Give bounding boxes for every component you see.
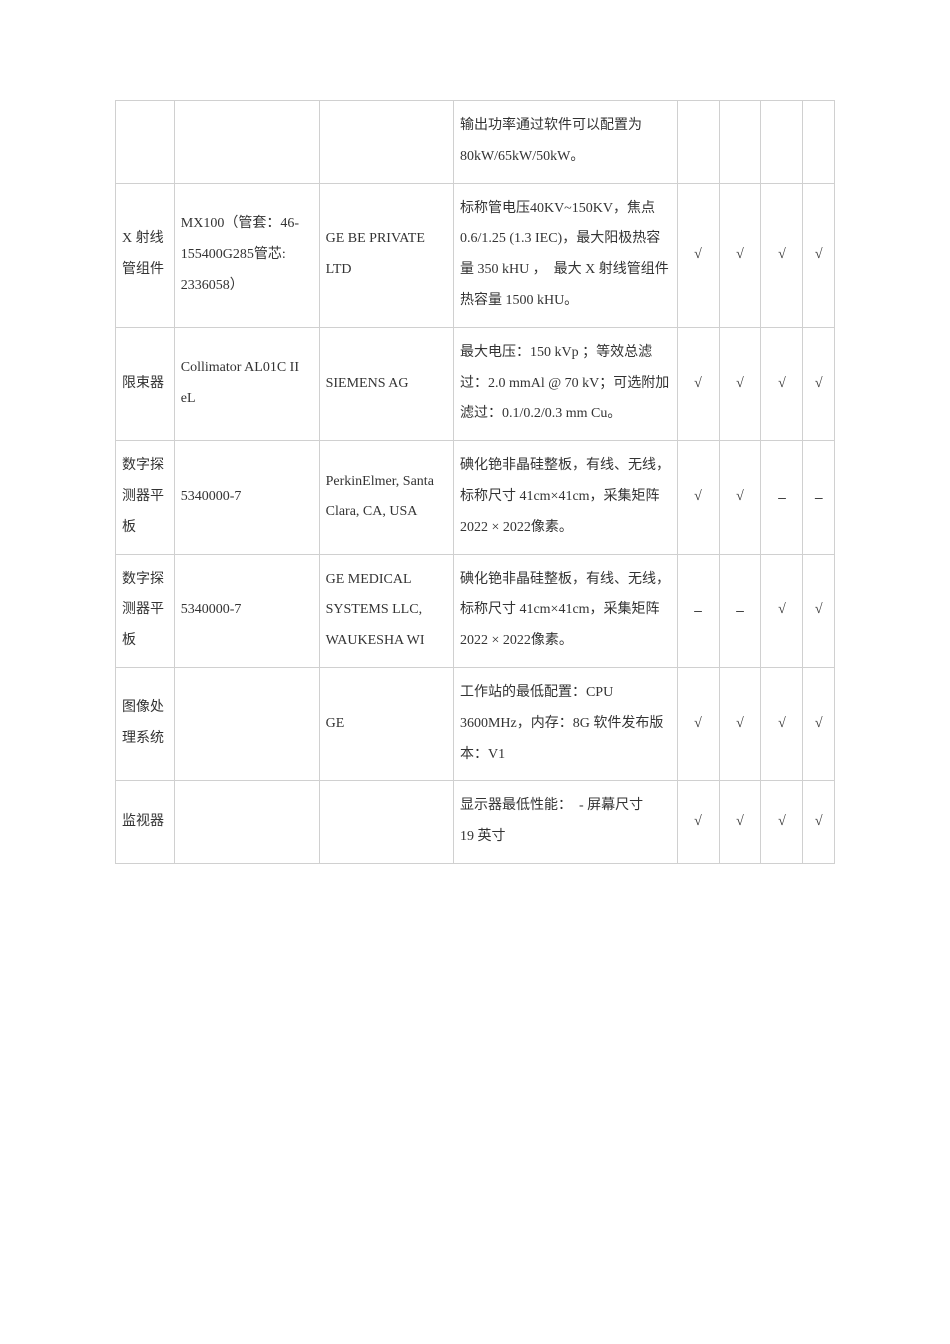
cell-mark-2: √ [719, 327, 761, 440]
cell-component: 数字探测器平板 [116, 554, 175, 667]
table-row: 输出功率通过软件可以配置为80kW/65kW/50kW。 [116, 101, 835, 184]
cell-manufacturer: SIEMENS AG [319, 327, 453, 440]
cell-mark-1: – [677, 554, 719, 667]
cell-component: 图像处理系统 [116, 667, 175, 780]
table-row: 监视器 显示器最低性能： - 屏幕尺寸 19 英寸 √ √ √ √ [116, 781, 835, 864]
cell-mark-4 [803, 101, 835, 184]
cell-component: 数字探测器平板 [116, 441, 175, 554]
cell-component [116, 101, 175, 184]
cell-mark-3 [761, 101, 803, 184]
cell-spec: 最大电压：150 kVp ；等效总滤过：2.0 mmAl @ 70 kV；可选附… [453, 327, 677, 440]
spec-table: 输出功率通过软件可以配置为80kW/65kW/50kW。 X 射线管组件 MX1… [115, 100, 835, 864]
cell-manufacturer [319, 781, 453, 864]
cell-model [174, 781, 319, 864]
cell-model [174, 667, 319, 780]
cell-component: X 射线管组件 [116, 183, 175, 327]
cell-spec: 输出功率通过软件可以配置为80kW/65kW/50kW。 [453, 101, 677, 184]
cell-component: 监视器 [116, 781, 175, 864]
cell-mark-3: √ [761, 327, 803, 440]
cell-spec: 碘化铯非晶硅整板，有线、无线，标称尺寸 41cm×41cm，采集矩阵 2022 … [453, 554, 677, 667]
cell-spec: 碘化铯非晶硅整板，有线、无线，标称尺寸 41cm×41cm，采集矩阵 2022 … [453, 441, 677, 554]
cell-mark-1: √ [677, 667, 719, 780]
cell-mark-3: √ [761, 183, 803, 327]
cell-manufacturer [319, 101, 453, 184]
cell-mark-4: √ [803, 781, 835, 864]
cell-spec: 标称管电压40KV~150KV，焦点0.6/1.25 (1.3 IEC)，最大阳… [453, 183, 677, 327]
cell-model [174, 101, 319, 184]
cell-component: 限束器 [116, 327, 175, 440]
cell-mark-1: √ [677, 327, 719, 440]
cell-mark-3: – [761, 441, 803, 554]
cell-mark-2: √ [719, 441, 761, 554]
cell-mark-2: √ [719, 183, 761, 327]
table-row: 限束器 Collimator AL01C II eL SIEMENS AG 最大… [116, 327, 835, 440]
cell-manufacturer: GE BE PRIVATE LTD [319, 183, 453, 327]
spec-table-body: 输出功率通过软件可以配置为80kW/65kW/50kW。 X 射线管组件 MX1… [116, 101, 835, 864]
cell-mark-4: √ [803, 183, 835, 327]
cell-mark-4: – [803, 441, 835, 554]
cell-manufacturer: GE MEDICAL SYSTEMS LLC, WAUKESHA WI [319, 554, 453, 667]
cell-spec: 显示器最低性能： - 屏幕尺寸 19 英寸 [453, 781, 677, 864]
cell-mark-2: – [719, 554, 761, 667]
table-row: 数字探测器平板 5340000-7 PerkinElmer, Santa Cla… [116, 441, 835, 554]
cell-model: Collimator AL01C II eL [174, 327, 319, 440]
cell-mark-1: √ [677, 781, 719, 864]
cell-mark-2: √ [719, 667, 761, 780]
cell-model: 5340000-7 [174, 554, 319, 667]
cell-mark-2: √ [719, 781, 761, 864]
cell-mark-1 [677, 101, 719, 184]
cell-manufacturer: GE [319, 667, 453, 780]
table-row: 图像处理系统 GE 工作站的最低配置：CPU 3600MHz，内存：8G 软件发… [116, 667, 835, 780]
cell-mark-2 [719, 101, 761, 184]
cell-mark-4: √ [803, 327, 835, 440]
cell-mark-4: √ [803, 667, 835, 780]
cell-mark-1: √ [677, 183, 719, 327]
cell-mark-3: √ [761, 667, 803, 780]
cell-mark-3: √ [761, 781, 803, 864]
cell-mark-4: √ [803, 554, 835, 667]
table-row: X 射线管组件 MX100（管套：46-155400G285管芯: 233605… [116, 183, 835, 327]
cell-model: MX100（管套：46-155400G285管芯: 2336058） [174, 183, 319, 327]
cell-model: 5340000-7 [174, 441, 319, 554]
table-row: 数字探测器平板 5340000-7 GE MEDICAL SYSTEMS LLC… [116, 554, 835, 667]
cell-manufacturer: PerkinElmer, Santa Clara, CA, USA [319, 441, 453, 554]
cell-mark-1: √ [677, 441, 719, 554]
cell-spec: 工作站的最低配置：CPU 3600MHz，内存：8G 软件发布版本：V1 [453, 667, 677, 780]
cell-mark-3: √ [761, 554, 803, 667]
